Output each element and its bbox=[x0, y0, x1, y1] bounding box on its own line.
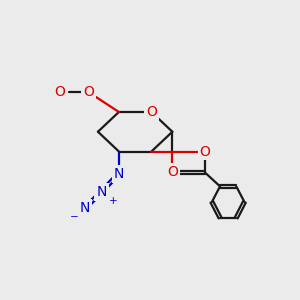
Text: N: N bbox=[80, 201, 90, 215]
Text: N: N bbox=[96, 185, 106, 199]
Text: O: O bbox=[55, 85, 65, 99]
Text: O: O bbox=[146, 105, 157, 119]
Text: O: O bbox=[200, 145, 210, 158]
Text: O: O bbox=[167, 165, 178, 179]
Text: +: + bbox=[110, 196, 118, 206]
Text: −: − bbox=[70, 212, 79, 222]
Text: N: N bbox=[114, 167, 124, 181]
Text: O: O bbox=[83, 85, 94, 99]
